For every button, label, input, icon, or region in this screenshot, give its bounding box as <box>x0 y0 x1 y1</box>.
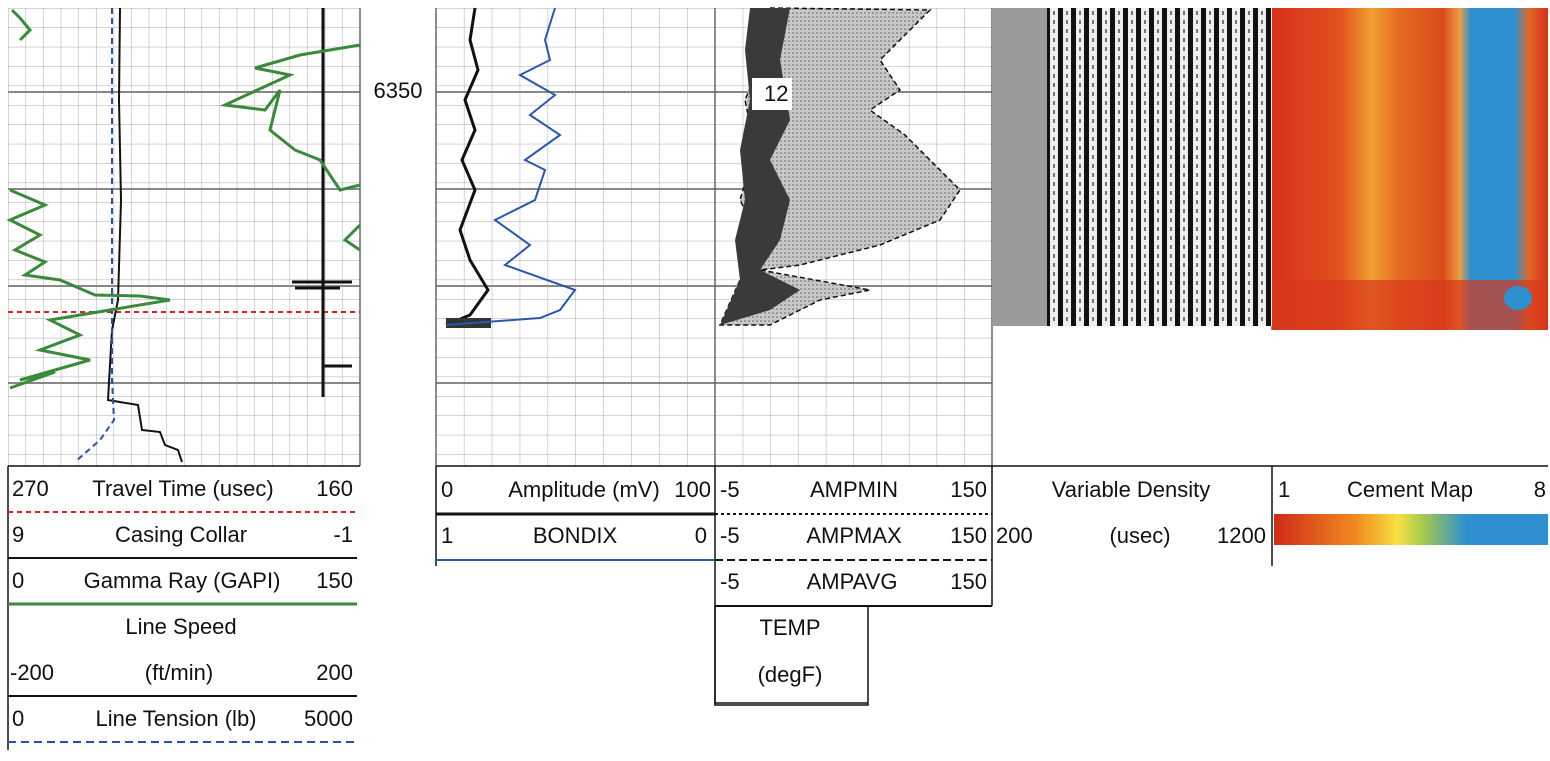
travel-time-curve <box>106 7 183 463</box>
curve-name: Variable Density <box>1052 477 1211 502</box>
scale-left: -5 <box>720 523 740 548</box>
scale-right: 150 <box>950 569 987 594</box>
flag-label: 12 <box>764 81 788 106</box>
scale-left: 200 <box>996 523 1033 548</box>
scale-left: 0 <box>12 706 24 731</box>
scale-right: 0 <box>695 523 707 548</box>
scale-left: 9 <box>12 522 24 547</box>
curve-name: Line Speed <box>125 614 236 639</box>
gamma-ray-top <box>10 8 362 252</box>
curve-name: Cement Map <box>1347 477 1473 502</box>
curve-name: AMPMIN <box>810 477 898 502</box>
cement-map-spot <box>1504 286 1532 310</box>
curve-unit: (usec) <box>1109 523 1170 548</box>
curve-name: BONDIX <box>533 523 618 548</box>
temp-box <box>714 606 869 706</box>
major-grid <box>8 91 992 384</box>
scale-left: 1 <box>441 523 453 548</box>
scale-left: -200 <box>10 660 54 685</box>
curve-name: AMPAVG <box>807 569 898 594</box>
curve-name: AMPMAX <box>806 523 902 548</box>
line-tension-curve <box>74 8 116 463</box>
headers <box>7 465 1548 750</box>
curve-name: Line Tension (lb) <box>95 706 256 731</box>
scale-right: 160 <box>316 476 353 501</box>
scale-right: 1200 <box>1217 523 1266 548</box>
curve-name: Casing Collar <box>115 522 247 547</box>
scale-right: 5000 <box>304 706 353 731</box>
grid-track-1 <box>8 8 360 466</box>
log-tracks: 6350 12 <box>6 7 1548 466</box>
casing-collar-curve <box>292 8 352 397</box>
bondix-curve <box>445 7 577 326</box>
track-borders <box>359 8 1273 466</box>
cement-map-bottom <box>1272 280 1548 330</box>
curve-name: Travel Time (usec) <box>92 476 273 501</box>
grid-track-2 <box>436 8 715 466</box>
depth-label: 6350 <box>374 78 423 103</box>
scale-right: 8 <box>1534 477 1546 502</box>
scale-right: -1 <box>333 522 353 547</box>
scale-right: 150 <box>316 568 353 593</box>
cement-color-bar <box>1274 514 1548 545</box>
gamma-ray-bottom <box>6 188 171 390</box>
curve-name: Gamma Ray (GAPI) <box>84 568 281 593</box>
scale-right: 150 <box>950 477 987 502</box>
scale-left: 270 <box>12 476 49 501</box>
scale-left: -5 <box>720 569 740 594</box>
amplitude-curve <box>445 7 490 327</box>
curve-name: TEMP <box>759 615 820 640</box>
curve-name: Amplitude (mV) <box>508 477 660 502</box>
vdl-left <box>992 8 1047 326</box>
curve-unit: (ft/min) <box>145 660 213 685</box>
scale-left: 1 <box>1278 477 1290 502</box>
scale-right: 150 <box>950 523 987 548</box>
scale-right: 200 <box>316 660 353 685</box>
curve-unit: (degF) <box>758 662 823 687</box>
scale-left: 0 <box>441 477 453 502</box>
cement-map-image <box>1272 8 1548 330</box>
scale-left: -5 <box>720 477 740 502</box>
scale-left: 0 <box>12 568 24 593</box>
scale-right: 100 <box>674 477 711 502</box>
flag-box <box>752 78 792 110</box>
header-labels: 270 Travel Time (usec) 160 9 Casing Coll… <box>10 476 1546 731</box>
